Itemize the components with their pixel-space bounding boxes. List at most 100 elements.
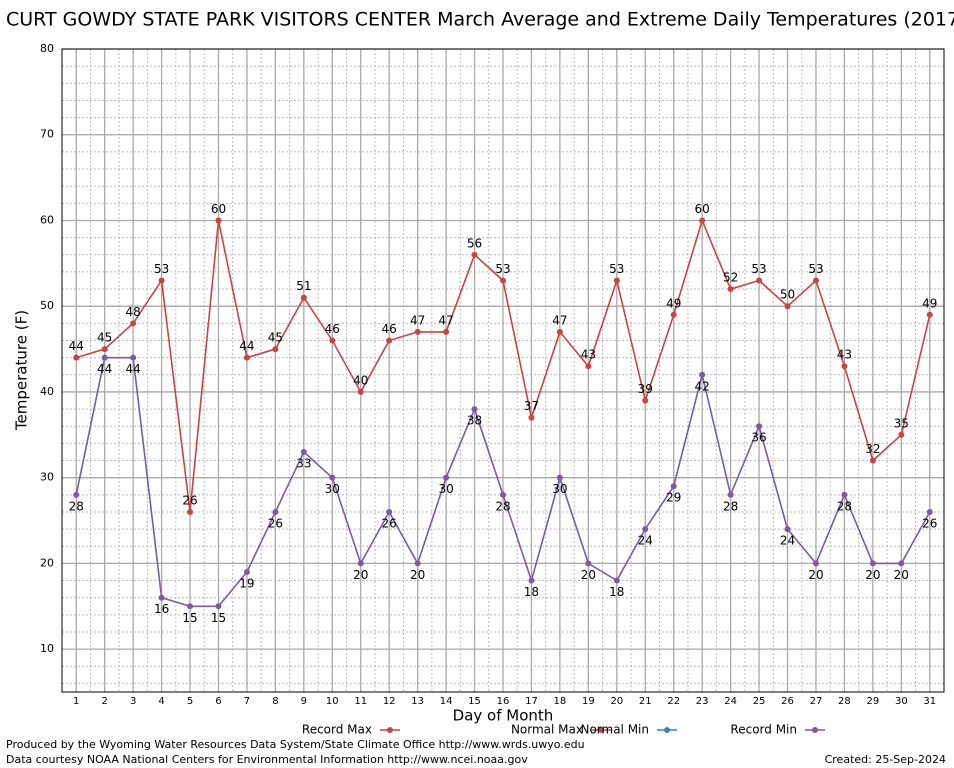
footer-line: Produced by the Wyoming Water Resources … — [6, 738, 585, 751]
data-point — [841, 491, 848, 498]
data-point — [841, 363, 848, 370]
data-label: 52 — [723, 271, 738, 285]
data-label: 47 — [410, 313, 425, 327]
data-label: 56 — [467, 236, 482, 250]
data-point — [670, 311, 677, 318]
y-tick-label: 30 — [40, 471, 54, 484]
data-point — [243, 354, 250, 361]
x-tick-label: 25 — [753, 696, 766, 707]
x-tick-label: 10 — [326, 696, 339, 707]
data-point — [756, 277, 763, 284]
data-label: 35 — [894, 416, 909, 430]
x-tick-label: 1 — [73, 696, 79, 707]
data-point — [243, 568, 250, 575]
legend-label: Record Max — [302, 723, 372, 737]
chart-title: CURT GOWDY STATE PARK VISITORS CENTER Ma… — [6, 9, 954, 31]
x-tick-label: 28 — [838, 696, 851, 707]
data-point — [869, 560, 876, 567]
data-label: 19 — [239, 576, 254, 590]
x-tick-label: 15 — [468, 696, 481, 707]
data-label: 20 — [865, 568, 880, 582]
data-label: 30 — [438, 482, 453, 496]
data-point — [642, 526, 649, 533]
data-point — [670, 483, 677, 490]
data-label: 24 — [638, 534, 653, 548]
x-tick-label: 31 — [923, 696, 936, 707]
data-label: 20 — [353, 568, 368, 582]
x-tick-label: 21 — [639, 696, 652, 707]
data-point — [756, 423, 763, 430]
data-point — [414, 560, 421, 567]
y-tick-label: 20 — [40, 556, 54, 569]
x-tick-label: 7 — [244, 696, 250, 707]
data-label: 53 — [495, 262, 510, 276]
data-label: 20 — [894, 568, 909, 582]
data-label: 28 — [723, 499, 738, 513]
data-label: 44 — [239, 339, 254, 353]
data-point — [471, 406, 478, 413]
data-label: 20 — [581, 568, 596, 582]
data-label: 50 — [780, 288, 795, 302]
x-tick-label: 4 — [158, 696, 164, 707]
data-point — [300, 294, 307, 301]
data-label: 45 — [268, 331, 283, 345]
data-label: 26 — [268, 516, 283, 530]
data-point — [443, 328, 450, 335]
x-tick-label: 16 — [497, 696, 510, 707]
data-label: 53 — [808, 262, 823, 276]
data-label: 53 — [609, 262, 624, 276]
data-point — [613, 277, 620, 284]
data-point — [642, 397, 649, 404]
data-point — [272, 346, 279, 353]
data-point — [727, 286, 734, 293]
data-point — [898, 431, 905, 438]
data-point — [329, 337, 336, 344]
data-point — [727, 491, 734, 498]
footer-line: Data courtesy NOAA National Centers for … — [6, 753, 528, 766]
data-point — [812, 277, 819, 284]
x-tick-label: 11 — [354, 696, 367, 707]
legend-marker — [812, 727, 818, 733]
data-label: 18 — [609, 585, 624, 599]
x-axis-label: Day of Month — [453, 707, 554, 725]
data-point — [812, 560, 819, 567]
data-label: 45 — [97, 331, 112, 345]
data-label: 39 — [638, 382, 653, 396]
data-point — [528, 577, 535, 584]
data-point — [215, 217, 222, 224]
data-point — [357, 560, 364, 567]
data-label: 32 — [865, 442, 880, 456]
legend-label: Record Min — [730, 723, 797, 737]
y-axis-label: Temperature (F) — [13, 310, 31, 431]
data-label: 15 — [211, 611, 226, 625]
data-label: 30 — [325, 482, 340, 496]
x-tick-label: 27 — [810, 696, 823, 707]
data-label: 49 — [922, 296, 937, 310]
legend-label: Normal Max — [511, 723, 583, 737]
data-label: 42 — [695, 379, 710, 393]
data-point — [101, 354, 108, 361]
x-tick-label: 19 — [582, 696, 595, 707]
data-label: 36 — [751, 431, 766, 445]
data-point — [73, 354, 80, 361]
data-label: 20 — [410, 568, 425, 582]
data-point — [215, 603, 222, 610]
x-tick-label: 6 — [215, 696, 221, 707]
x-tick-label: 22 — [667, 696, 680, 707]
data-label: 15 — [182, 611, 197, 625]
data-label: 47 — [438, 313, 453, 327]
data-point — [556, 328, 563, 335]
data-point — [699, 217, 706, 224]
data-label: 33 — [296, 456, 311, 470]
data-label: 43 — [581, 348, 596, 362]
legend-label: Normal Min — [580, 723, 649, 737]
data-label: 29 — [666, 491, 681, 505]
x-tick-label: 30 — [895, 696, 908, 707]
x-tick-label: 8 — [272, 696, 278, 707]
data-point — [357, 388, 364, 395]
data-point — [699, 371, 706, 378]
